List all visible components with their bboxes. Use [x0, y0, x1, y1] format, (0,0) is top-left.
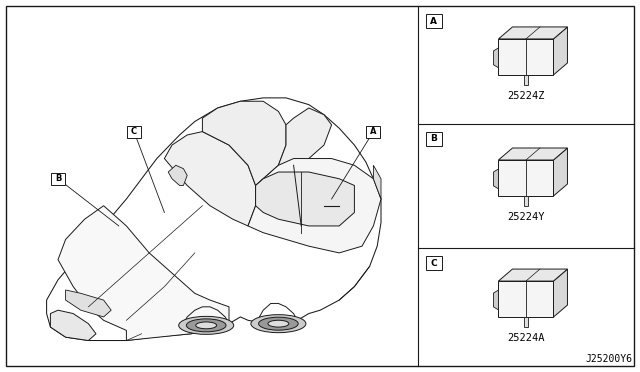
Bar	[499, 39, 554, 75]
Ellipse shape	[179, 316, 234, 334]
Text: 25224A: 25224A	[508, 333, 545, 343]
Bar	[426, 132, 442, 146]
Polygon shape	[164, 132, 255, 226]
Polygon shape	[493, 48, 499, 68]
Bar	[426, 256, 442, 270]
Bar	[524, 75, 528, 85]
Text: B: B	[431, 134, 437, 143]
Text: A: A	[431, 16, 437, 26]
Text: 25224Y: 25224Y	[508, 212, 545, 222]
Polygon shape	[373, 165, 381, 199]
Bar	[499, 281, 554, 317]
Bar	[524, 196, 528, 206]
Ellipse shape	[268, 320, 289, 327]
Polygon shape	[58, 206, 229, 340]
Polygon shape	[47, 98, 381, 340]
Bar	[426, 14, 442, 28]
Polygon shape	[499, 148, 568, 160]
Text: C: C	[131, 127, 137, 136]
Polygon shape	[202, 101, 286, 186]
Polygon shape	[554, 148, 568, 196]
Polygon shape	[493, 169, 499, 189]
Text: B: B	[55, 174, 61, 183]
Polygon shape	[554, 27, 568, 75]
Polygon shape	[499, 269, 568, 281]
Ellipse shape	[196, 322, 217, 329]
Polygon shape	[554, 269, 568, 317]
Polygon shape	[255, 172, 355, 226]
Polygon shape	[51, 310, 96, 340]
Bar	[524, 317, 528, 327]
Polygon shape	[499, 27, 568, 39]
Text: A: A	[370, 127, 377, 136]
Ellipse shape	[259, 317, 298, 330]
Polygon shape	[65, 290, 111, 317]
Polygon shape	[493, 290, 499, 310]
Bar	[127, 126, 141, 138]
Bar	[499, 160, 554, 196]
Text: C: C	[431, 259, 437, 267]
Polygon shape	[278, 108, 332, 169]
Bar	[51, 173, 65, 185]
Text: J25200Y6: J25200Y6	[585, 354, 632, 364]
Bar	[367, 126, 380, 138]
Text: 25224Z: 25224Z	[508, 91, 545, 101]
Polygon shape	[168, 165, 187, 186]
Ellipse shape	[251, 315, 306, 333]
Ellipse shape	[186, 319, 226, 332]
Polygon shape	[248, 158, 381, 253]
